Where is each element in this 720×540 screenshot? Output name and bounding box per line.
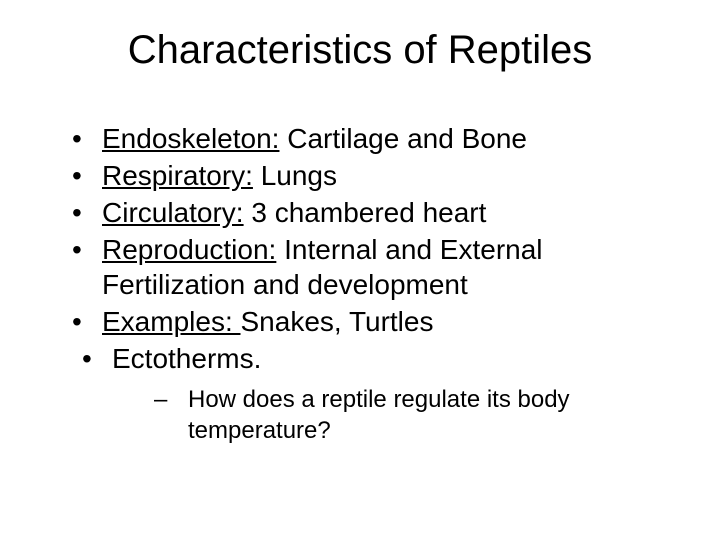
bullet-item: Reproduction: Internal and External Fert… bbox=[72, 232, 670, 302]
bullet-item: Respiratory: Lungs bbox=[72, 158, 670, 193]
bullet-item: Endoskeleton: Cartilage and Bone bbox=[72, 121, 670, 156]
bullet-term: Circulatory: bbox=[102, 197, 244, 228]
bullet-list: Endoskeleton: Cartilage and Bone Respira… bbox=[50, 121, 670, 446]
bullet-value: Cartilage and Bone bbox=[279, 123, 527, 154]
bullet-item: Circulatory: 3 chambered heart bbox=[72, 195, 670, 230]
bullet-value: Snakes, Turtles bbox=[241, 306, 434, 337]
bullet-term: Examples: bbox=[102, 306, 241, 337]
bullet-term: Endoskeleton: bbox=[102, 123, 279, 154]
slide: Characteristics of Reptiles Endoskeleton… bbox=[0, 0, 720, 540]
bullet-value: Ectotherms. bbox=[112, 343, 261, 374]
sub-bullet-list: How does a reptile regulate its body tem… bbox=[112, 384, 670, 446]
slide-title: Characteristics of Reptiles bbox=[50, 28, 670, 73]
sub-bullet-item: How does a reptile regulate its body tem… bbox=[154, 384, 670, 446]
bullet-item: Examples: Snakes, Turtles bbox=[72, 304, 670, 339]
bullet-value: 3 chambered heart bbox=[244, 197, 487, 228]
bullet-term: Respiratory: bbox=[102, 160, 253, 191]
bullet-value: Lungs bbox=[253, 160, 337, 191]
bullet-term: Reproduction: bbox=[102, 234, 276, 265]
bullet-item: Ectotherms. How does a reptile regulate … bbox=[72, 341, 670, 446]
